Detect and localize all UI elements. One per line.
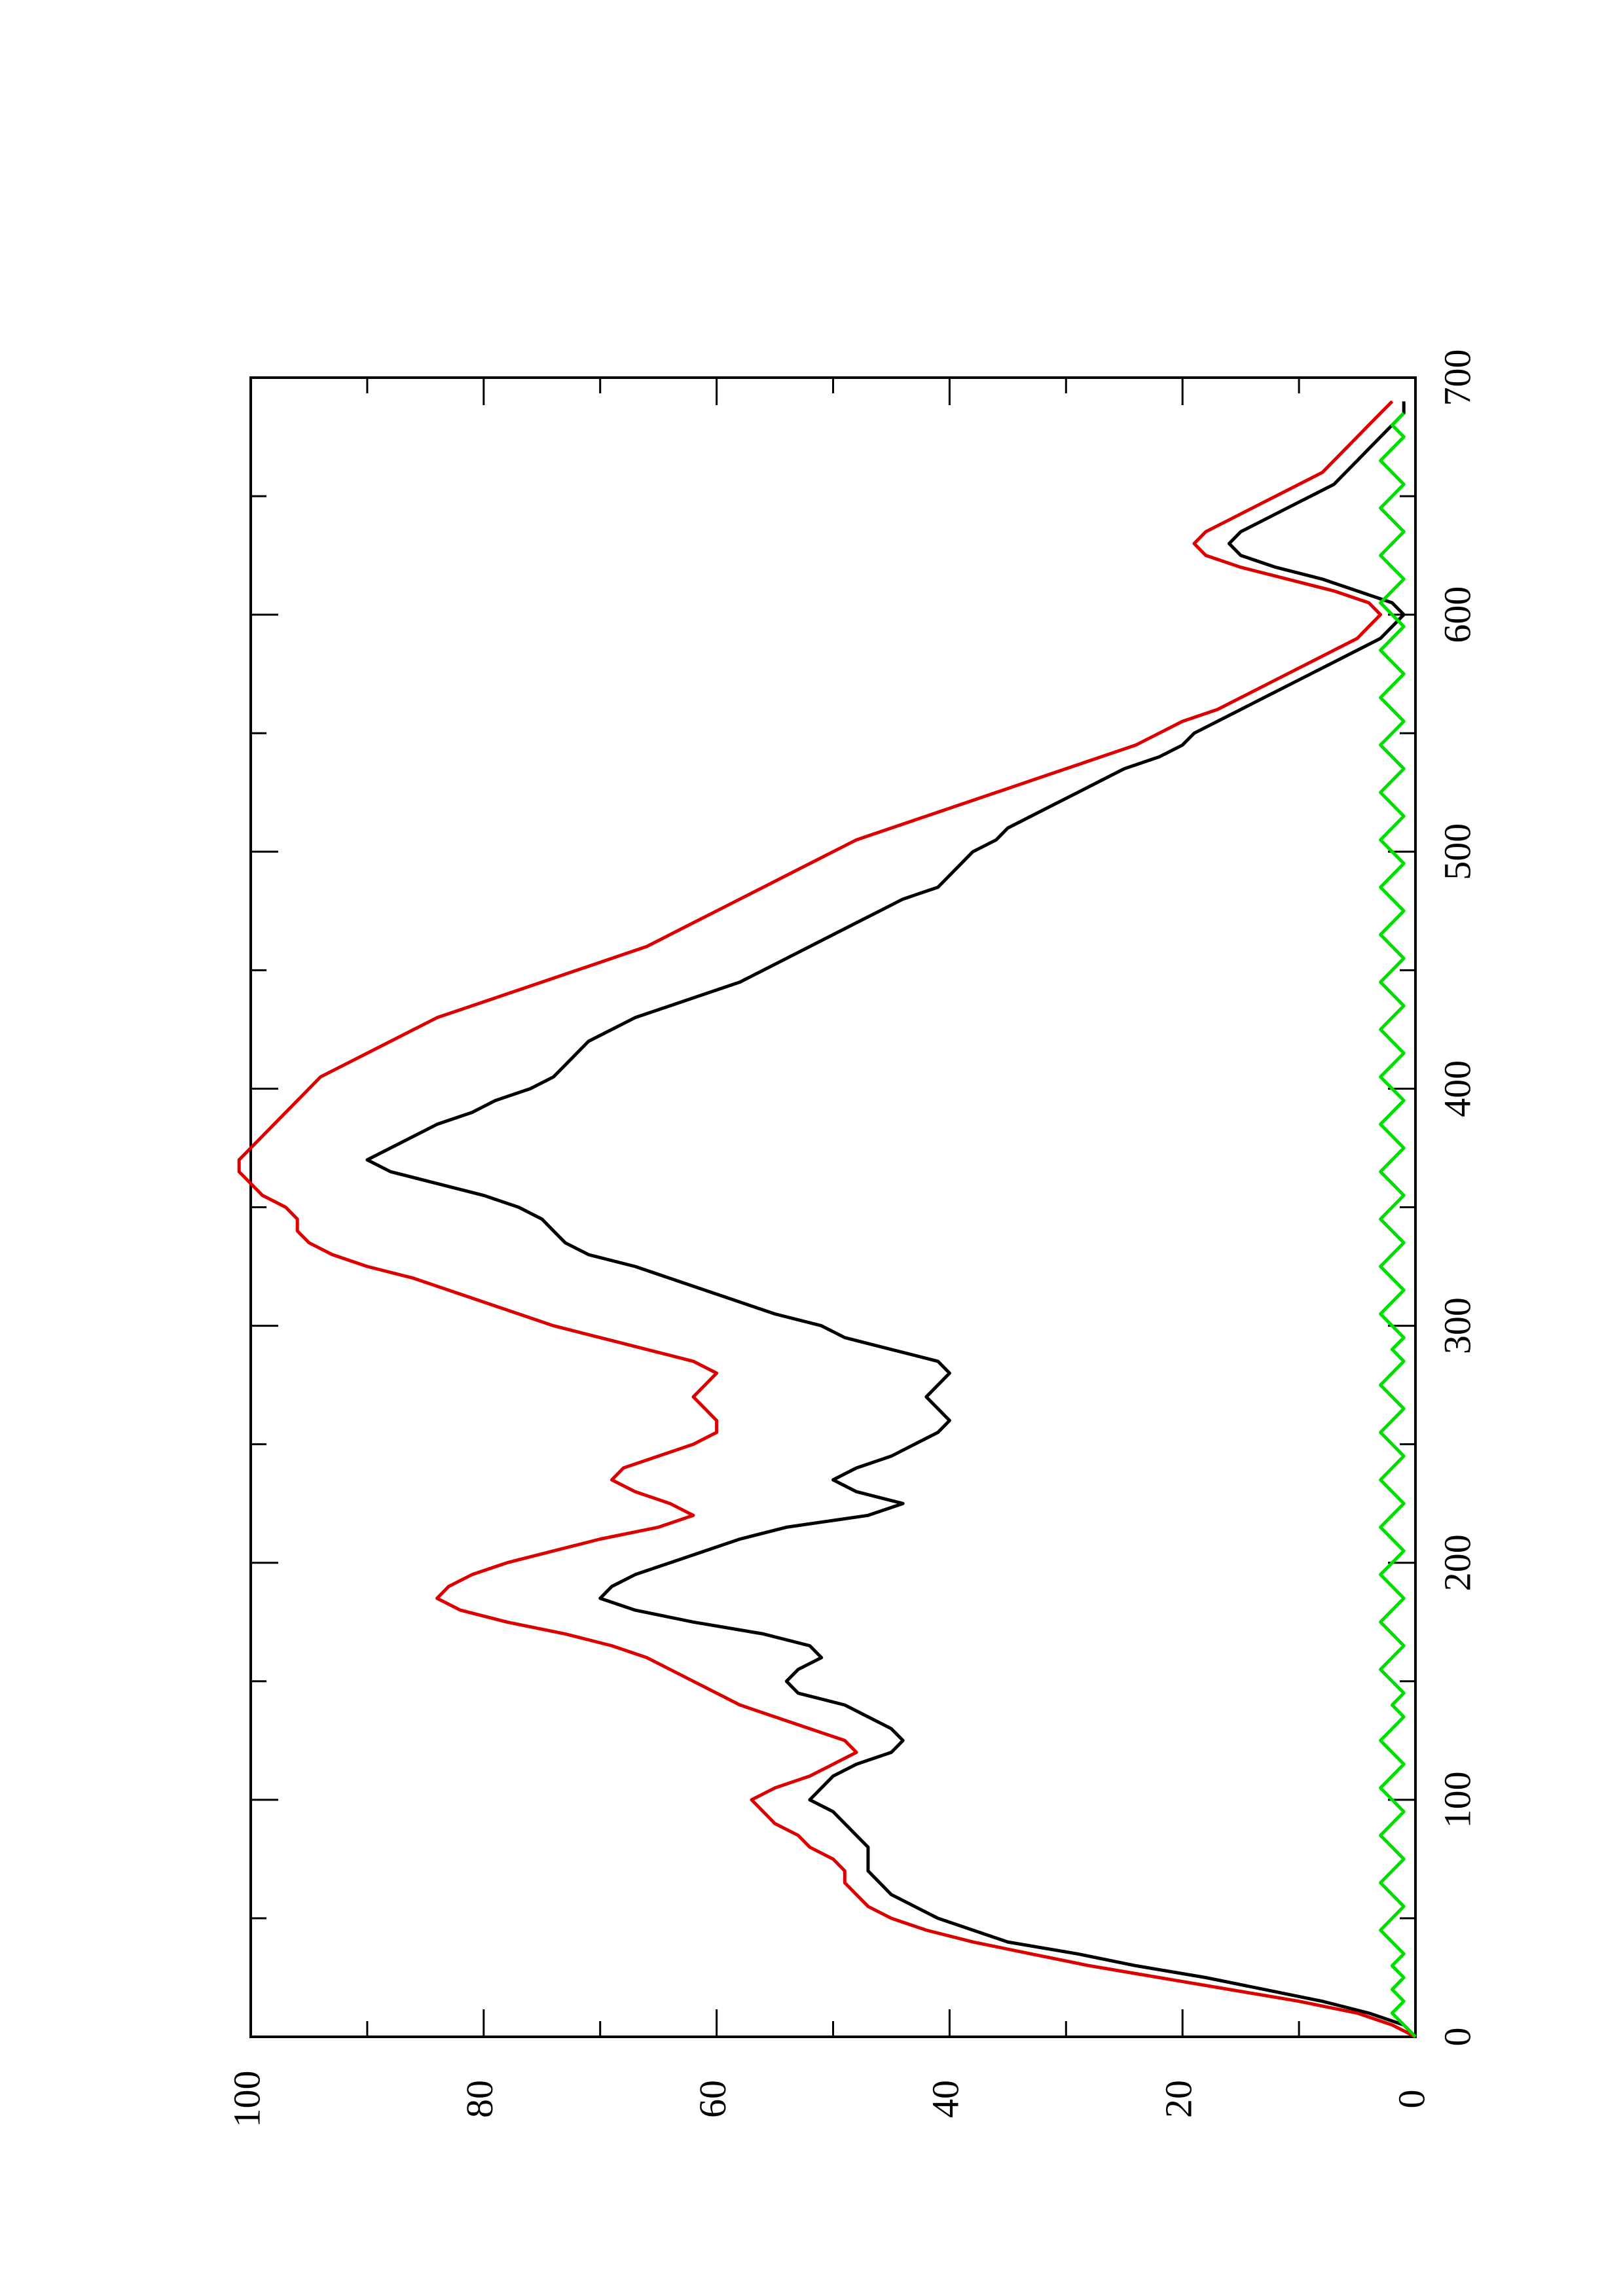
x-tick-label: 400 xyxy=(1436,1060,1478,1117)
y-tick-label: 20 xyxy=(1158,2080,1200,2118)
x-tick-label: 500 xyxy=(1436,823,1478,880)
y-tick-label: 40 xyxy=(924,2080,967,2118)
series-layer xyxy=(237,400,1417,2039)
plot-frame xyxy=(249,376,1417,2038)
y-tick-label: 100 xyxy=(225,2071,268,2128)
x-tick-label: 600 xyxy=(1436,586,1478,643)
series-line-1 xyxy=(365,401,1417,2038)
series-line-3 xyxy=(1379,412,1417,2038)
x-tick-label: 300 xyxy=(1436,1297,1478,1354)
x-tick-labels: 0 100 200 300 400 500 600 700 xyxy=(1436,350,1478,2047)
x-tick-label: 200 xyxy=(1436,1534,1478,1591)
x-tick-label: 0 xyxy=(1436,2028,1478,2047)
series-line-2 xyxy=(237,400,1417,2039)
y-tick-label: 80 xyxy=(458,2080,501,2118)
y-tick-labels: 0 20 40 60 80 100 xyxy=(225,2071,1432,2128)
y-tick-label: 60 xyxy=(691,2080,734,2118)
tick-marks xyxy=(249,376,1417,2038)
x-tick-label: 100 xyxy=(1436,1771,1478,1828)
x-tick-label: 700 xyxy=(1436,350,1478,406)
y-tick-label: 0 xyxy=(1390,2090,1432,2109)
